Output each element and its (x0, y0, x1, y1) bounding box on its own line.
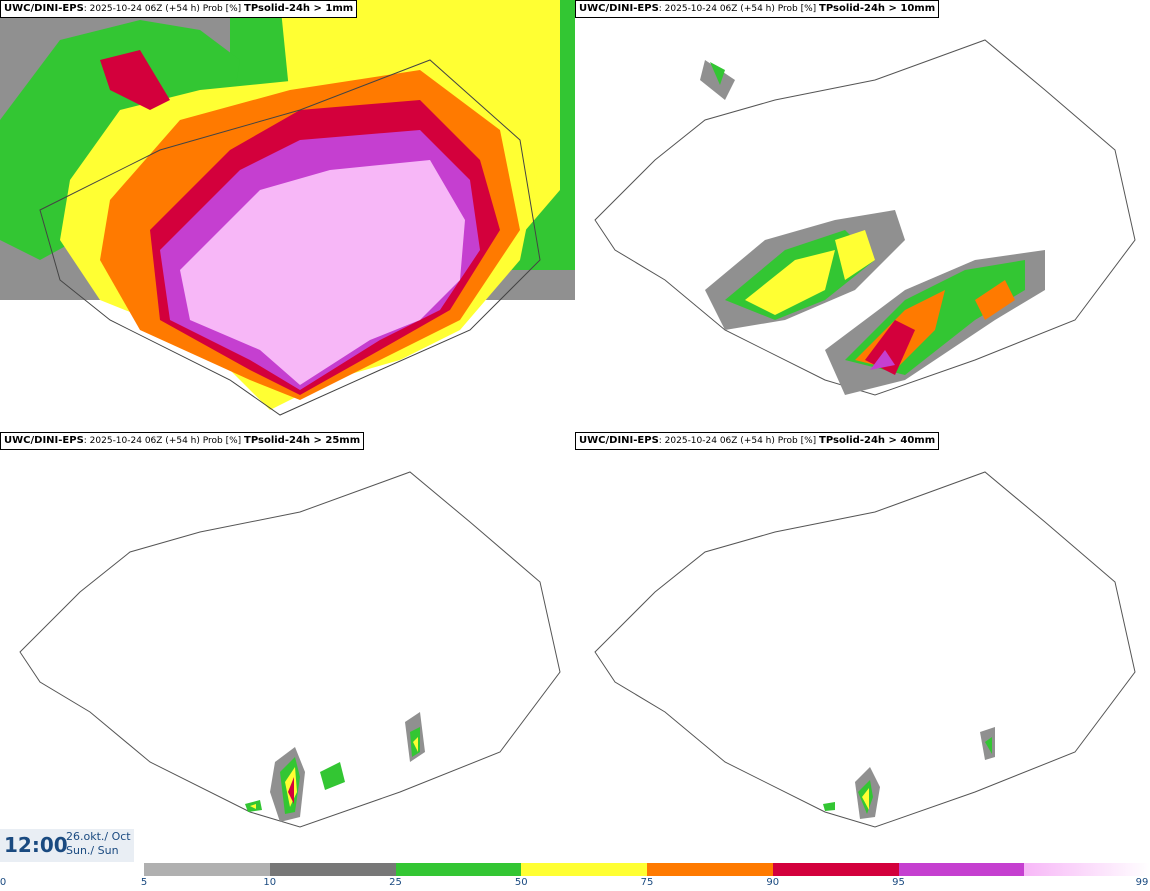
map-panel-1mm: UWC/DINI-EPS: 2025-10-24 06Z (+54 h) Pro… (0, 0, 575, 430)
colorbar-segment (521, 863, 647, 876)
param-label: TPsolid-24h > 10mm (819, 3, 936, 14)
run-label: : 2025-10-24 06Z (+54 h) Prob [%] (658, 436, 820, 446)
colorbar-tick: 75 (640, 877, 654, 888)
model-label: UWC/DINI-EPS (579, 3, 659, 14)
colorbar-tick: 5 (140, 877, 148, 888)
run-label: : 2025-10-24 06Z (+54 h) Prob [%] (83, 4, 245, 14)
model-label: UWC/DINI-EPS (579, 435, 659, 446)
run-label: : 2025-10-24 06Z (+54 h) Prob [%] (658, 4, 820, 14)
probability-map-40mm (594, 471, 1136, 828)
valid-time: 12:00 (4, 833, 68, 857)
map-panel-25mm: UWC/DINI-EPS: 2025-10-24 06Z (+54 h) Pro… (0, 432, 575, 862)
colorbar-tick: 95 (892, 877, 905, 888)
colorbar-tick: 25 (389, 877, 402, 888)
colorbar-segment (1024, 863, 1150, 876)
model-label: UWC/DINI-EPS (4, 435, 84, 446)
probability-map-1mm (0, 0, 575, 416)
colorbar-segment (269, 863, 396, 876)
panel-title: UWC/DINI-EPS: 2025-10-24 06Z (+54 h) Pro… (0, 0, 358, 18)
colorbar-tick: 99 (1135, 877, 1149, 888)
valid-date: 26.okt./ Oct Sun./ Sun (66, 830, 131, 858)
colorbar-tick: 0 (0, 877, 7, 888)
colorbar-tick: 10 (263, 877, 277, 888)
param-label: TPsolid-24h > 40mm (819, 435, 936, 446)
colorbar-segment (898, 863, 1025, 876)
colorbar-segment (395, 863, 522, 876)
colorbar-segment (772, 863, 899, 876)
panel-title: UWC/DINI-EPS: 2025-10-24 06Z (+54 h) Pro… (575, 0, 940, 18)
param-label: TPsolid-24h > 1mm (244, 3, 354, 14)
colorbar-tick: 50 (514, 877, 528, 888)
probability-map-10mm (594, 39, 1136, 396)
panel-title: UWC/DINI-EPS: 2025-10-24 06Z (+54 h) Pro… (575, 432, 940, 450)
param-label: TPsolid-24h > 25mm (244, 435, 361, 446)
colorbar-segment (144, 863, 270, 876)
model-label: UWC/DINI-EPS (4, 3, 84, 14)
run-label: : 2025-10-24 06Z (+54 h) Prob [%] (83, 436, 245, 446)
colorbar-tick: 90 (766, 877, 780, 888)
valid-time-box (0, 829, 134, 862)
valid-date-line2: Sun./ Sun (66, 844, 119, 857)
valid-date-line1: 26.okt./ Oct (66, 830, 131, 843)
map-panel-10mm: UWC/DINI-EPS: 2025-10-24 06Z (+54 h) Pro… (575, 0, 1150, 430)
panel-title: UWC/DINI-EPS: 2025-10-24 06Z (+54 h) Pro… (0, 432, 365, 450)
probability-map-25mm (19, 471, 561, 828)
map-panel-40mm: UWC/DINI-EPS: 2025-10-24 06Z (+54 h) Pro… (575, 432, 1150, 862)
colorbar-segment (647, 863, 773, 876)
